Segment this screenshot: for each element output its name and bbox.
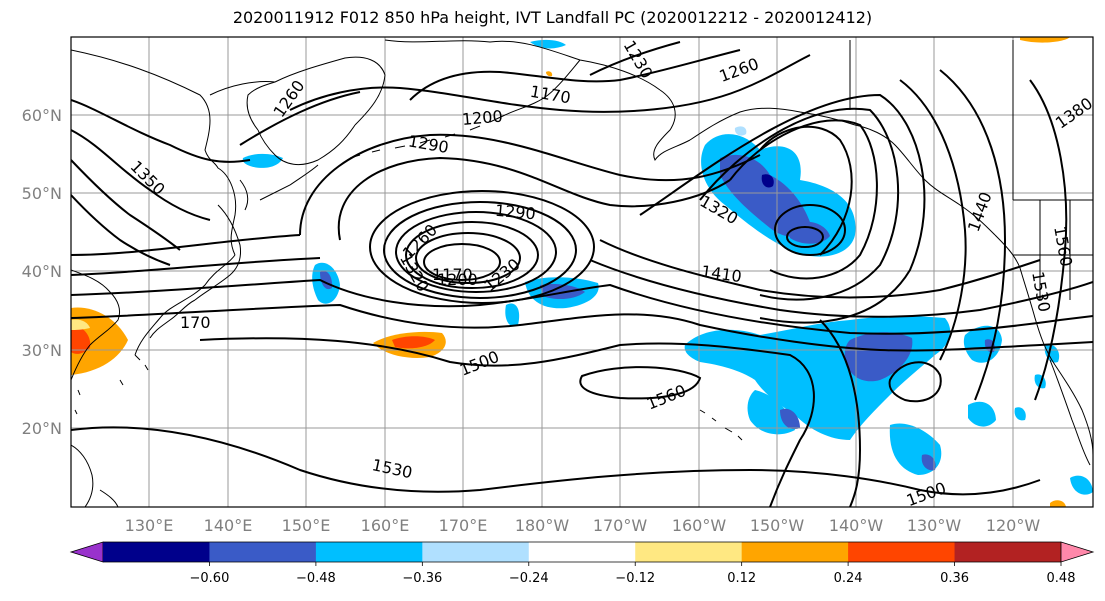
colorbar-bin — [209, 542, 317, 562]
colorbar: −0.60 −0.48 −0.36 −0.24 −0.12 0.12 0.24 0.36 0.4… — [69, 541, 1095, 586]
colorbar-tick-label: −0.60 — [190, 571, 230, 586]
lon-tick-label: 160°W — [672, 516, 727, 535]
contour-low-2 — [415, 232, 521, 284]
colorbar-extend-low — [69, 541, 104, 563]
contour-low-5 — [383, 201, 577, 299]
colorbar-bin — [741, 542, 849, 562]
contour-gulf-low-1 — [786, 226, 824, 248]
colorbar-tick-label: 0.24 — [834, 571, 863, 586]
coastlines — [71, 39, 1093, 507]
lon-tick-label: 130°E — [125, 516, 174, 535]
contour-label: 170 — [180, 313, 211, 332]
colorbar-tick-label: −0.36 — [402, 571, 442, 586]
colorbar-tick-label: 0.48 — [1047, 571, 1076, 586]
contour-label: 1500 — [904, 478, 949, 510]
colorbar-bin — [528, 542, 636, 562]
contour-label: 1380 — [1052, 94, 1096, 133]
colorbar-extend-high — [1060, 541, 1095, 563]
colorbar-tick-label: 0.12 — [727, 571, 756, 586]
contour-label: 1290 — [494, 201, 536, 223]
colorbar-bin — [635, 542, 743, 562]
colorbar-tick-label: −0.12 — [615, 571, 655, 586]
lon-tick-label: 130°W — [907, 516, 962, 535]
lat-tick-label: 50°N — [22, 184, 62, 203]
lon-tick-label: 120°W — [986, 516, 1041, 535]
lon-tick-label: 180°W — [515, 516, 570, 535]
colorbar-bin — [103, 542, 210, 562]
contour-low-4 — [395, 211, 557, 293]
lon-tick-label: 140°E — [204, 516, 253, 535]
ivt-region-gulf-alaska-darkcore — [761, 174, 774, 188]
lon-tick-label: 140°W — [829, 516, 884, 535]
ivt-region-subtropical-core — [844, 332, 913, 382]
lon-tick-label: 170°E — [439, 516, 488, 535]
lat-tick-label: 30°N — [22, 341, 62, 360]
colorbar-bin — [848, 542, 956, 562]
colorbar-bin — [315, 542, 423, 562]
colorbar-bin — [422, 542, 530, 562]
contour-label: 1170 — [432, 265, 473, 284]
map-area: 1260 1260 1200 1170 1230 1290 1350 1290 … — [71, 37, 1096, 510]
plot-title: 2020011912 F012 850 hPa height, IVT Land… — [232, 8, 873, 27]
ivt-region-gulf-alaska-core — [720, 154, 812, 237]
lat-tick-label: 60°N — [22, 106, 62, 125]
contour-low-1 — [423, 243, 501, 281]
lon-tick-label: 150°W — [750, 516, 805, 535]
lat-tick-label: 40°N — [22, 262, 62, 281]
colorbar-tick-label: 0.36 — [940, 571, 969, 586]
lon-tick-labels: 130°E 140°E 150°E 160°E 170°E 180°W 170°… — [125, 516, 1041, 535]
contour-label: 1200 — [437, 270, 478, 289]
map-frame — [70, 36, 1094, 508]
contour-label: 1260 — [270, 77, 309, 121]
contour-label: 1410 — [700, 262, 743, 286]
lon-tick-label: 150°E — [282, 516, 331, 535]
contour-label: 1500 — [457, 347, 502, 380]
contour-label: 1560 — [644, 381, 689, 414]
contour-low-3 — [405, 221, 539, 289]
contour-label: 1170 — [529, 82, 572, 108]
colorbar-tick-label: −0.48 — [296, 571, 336, 586]
lon-tick-label: 160°E — [361, 516, 410, 535]
colorbar-bin — [954, 542, 1062, 562]
contour-label: 1440 — [964, 189, 996, 234]
contour-label: 1200 — [461, 106, 503, 128]
contour-label: 1260 — [717, 54, 762, 86]
contour-label: 1560 — [1050, 225, 1076, 268]
lat-tick-labels: 60°N 50°N 40°N 30°N 20°N — [22, 106, 62, 438]
lat-tick-label: 20°N — [22, 419, 62, 438]
contour-gulf-low-2 — [774, 204, 846, 256]
colorbar-tick-label: −0.24 — [509, 571, 549, 586]
height-contours — [71, 41, 1093, 507]
contour-labels: 1260 1260 1200 1170 1230 1290 1350 1290 … — [127, 37, 1096, 510]
lon-tick-label: 170°W — [593, 516, 648, 535]
colorbar-outline — [103, 541, 1061, 563]
ivt-region-subtropical — [684, 316, 951, 440]
contour-low-6 — [369, 190, 595, 304]
contour-label: 1530 — [370, 455, 414, 482]
